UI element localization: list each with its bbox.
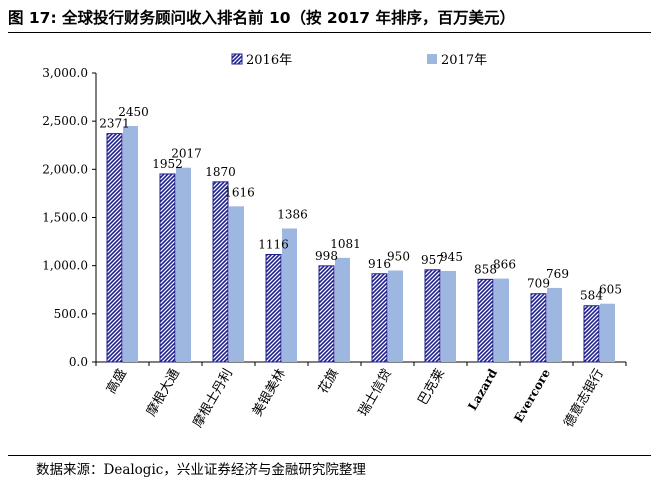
data-label-2016: 1870 bbox=[205, 165, 236, 179]
bar-2016 bbox=[212, 181, 229, 363]
data-label-2016: 998 bbox=[315, 249, 338, 263]
source-divider bbox=[8, 455, 651, 456]
legend-swatch-2016 bbox=[231, 53, 243, 65]
category-label: 高盛 bbox=[103, 366, 130, 397]
y-tick-label: 500.0 bbox=[54, 307, 88, 321]
data-label-2017: 769 bbox=[546, 267, 569, 281]
category-label: 摩根大通 bbox=[143, 366, 183, 419]
data-label-2016: 584 bbox=[580, 289, 603, 303]
category-label: 花旗 bbox=[315, 366, 342, 397]
data-label-2016: 957 bbox=[421, 253, 444, 267]
x-axis-labels: 高盛 摩根大通 摩根士丹利 美银美林 花旗 瑞士信贷 巴克莱 Lazard Evercore 德意… bbox=[103, 366, 607, 430]
category-label: 巴克莱 bbox=[415, 367, 447, 408]
y-tick-label: 3,000.0 bbox=[42, 66, 88, 80]
bar-2017 bbox=[229, 206, 244, 362]
data-label-2017: 866 bbox=[493, 258, 516, 272]
bars bbox=[106, 125, 615, 363]
bar-2017 bbox=[176, 167, 191, 362]
category-label: 瑞士信贷 bbox=[356, 367, 395, 420]
bar-2017 bbox=[335, 257, 350, 362]
bar-2017 bbox=[123, 125, 138, 362]
data-label-2016: 916 bbox=[368, 257, 391, 271]
legend-label: 2017年 bbox=[441, 53, 487, 68]
bar-2017 bbox=[388, 270, 403, 362]
y-tick-label: 2,500.0 bbox=[42, 114, 88, 128]
bar-2017 bbox=[547, 287, 562, 362]
bar-2016 bbox=[530, 293, 547, 363]
bar-2017 bbox=[441, 270, 456, 362]
category-label: 摩根士丹利 bbox=[190, 366, 236, 430]
data-label-2016: 2371 bbox=[99, 117, 130, 131]
category-label: 德意志银行 bbox=[561, 366, 607, 430]
bar-2016 bbox=[159, 173, 176, 363]
data-label-2016: 709 bbox=[527, 277, 550, 291]
bar-2016 bbox=[265, 253, 282, 363]
chart-title: 图 17: 全球投行财务顾问收入排名前 10（按 2017 年排序，百万美元） bbox=[8, 9, 515, 27]
data-label-2017: 605 bbox=[599, 283, 622, 297]
category-label: Evercore bbox=[511, 366, 553, 425]
data-label-2017: 1386 bbox=[277, 207, 308, 221]
bar-2016 bbox=[318, 265, 335, 363]
legend-label: 2016年 bbox=[246, 53, 292, 68]
data-label-2016: 1116 bbox=[258, 237, 289, 251]
bar-2017 bbox=[282, 228, 297, 362]
data-label-2017: 2017 bbox=[171, 147, 202, 161]
data-label-2017: 945 bbox=[440, 250, 463, 264]
bar-2016 bbox=[106, 133, 123, 363]
bar-2016 bbox=[371, 273, 388, 363]
legend: 2016年 2017年 bbox=[231, 53, 487, 68]
y-tick-label: 2,000.0 bbox=[42, 162, 88, 176]
y-tick-label: 1,500.0 bbox=[42, 211, 88, 225]
y-tick-label: 0.0 bbox=[69, 355, 88, 369]
source-note: 数据来源：Dealogic，兴业证券经济与金融研究院整理 bbox=[36, 462, 366, 478]
data-label-2016: 858 bbox=[474, 262, 497, 276]
y-tick-label: 1,000.0 bbox=[42, 259, 88, 273]
data-label-2017: 1081 bbox=[330, 237, 361, 251]
bar-2017 bbox=[494, 278, 509, 362]
data-label-2016: 1952 bbox=[152, 157, 183, 171]
bar-2016 bbox=[424, 269, 441, 363]
data-label-2017: 950 bbox=[387, 249, 410, 263]
data-label-2017: 2450 bbox=[118, 105, 149, 119]
data-label-2017: 1616 bbox=[224, 185, 255, 199]
category-label: 美银美林 bbox=[250, 367, 289, 420]
bar-2016 bbox=[477, 278, 494, 363]
category-label: Lazard bbox=[465, 366, 500, 413]
title-divider bbox=[8, 32, 651, 33]
bar-chart: 2016年 2017年 0.0 500.0 1,000.0 1,500.0 2,000.0… bbox=[42, 53, 627, 430]
bar-2016 bbox=[583, 305, 600, 363]
bar-2017 bbox=[600, 303, 615, 362]
legend-swatch-2017 bbox=[427, 54, 437, 64]
